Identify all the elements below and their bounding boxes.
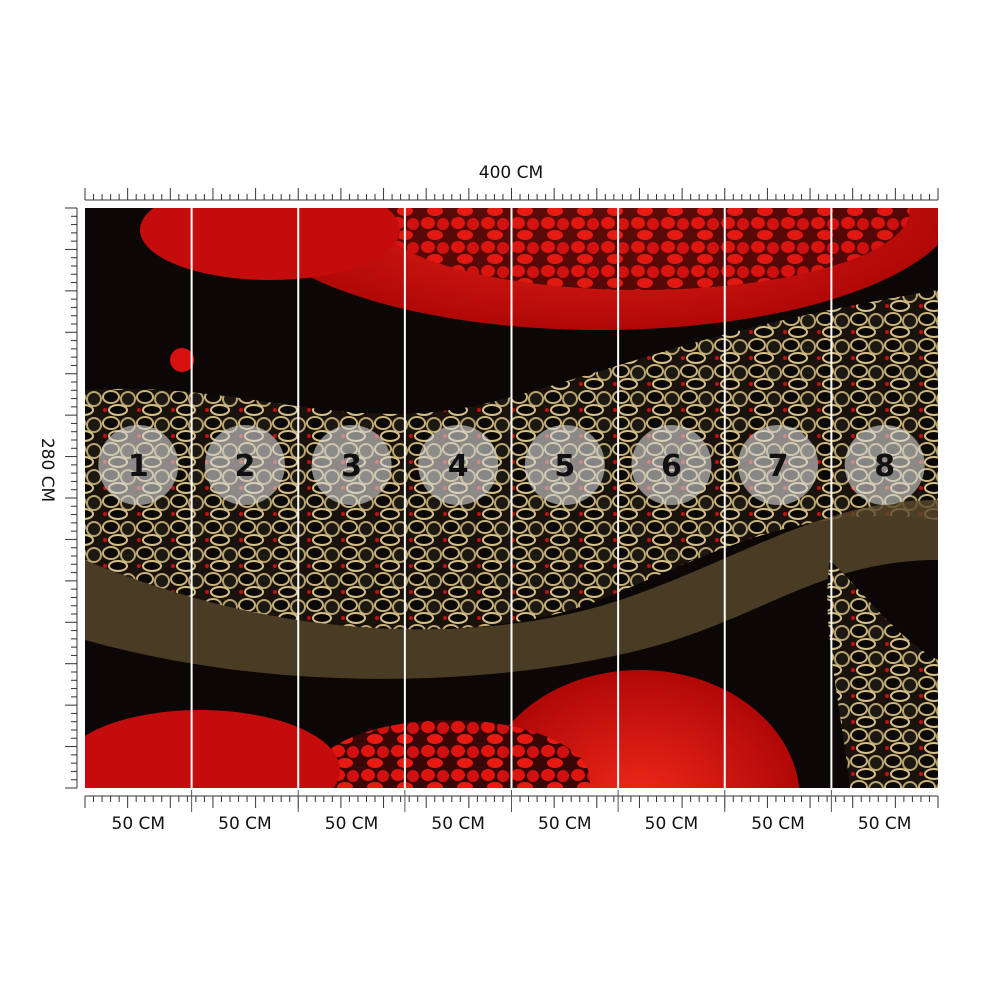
panel-badge xyxy=(418,425,499,505)
panel-number: 4 xyxy=(448,449,469,484)
panel-width: 50 CM xyxy=(325,814,379,834)
panel-number: 2 xyxy=(235,449,256,484)
panel-number: 6 xyxy=(661,449,682,484)
panel-width: 50 CM xyxy=(645,814,699,834)
panel-number: 7 xyxy=(768,449,789,484)
panel-width: 50 CM xyxy=(431,814,485,834)
panel-width: 50 CM xyxy=(218,814,272,834)
panel-badge xyxy=(204,425,285,505)
panel-badge xyxy=(738,425,819,505)
artwork xyxy=(85,208,938,788)
panel-number: 1 xyxy=(128,449,149,484)
rulers xyxy=(65,188,939,808)
panel-badge xyxy=(311,425,392,505)
panel-width: 50 CM xyxy=(751,814,805,834)
panel-number: 8 xyxy=(874,449,895,484)
panel-badge xyxy=(631,425,712,505)
panel-width: 50 CM xyxy=(538,814,592,834)
panel-width: 50 CM xyxy=(112,814,166,834)
total-height: 280 CM xyxy=(37,438,57,502)
panel-number: 5 xyxy=(554,449,575,484)
panel-number: 3 xyxy=(341,449,362,484)
panel-badge xyxy=(844,425,925,505)
panel-badge xyxy=(524,425,605,505)
panel-width: 50 CM xyxy=(858,814,912,834)
total-width: 400 CM xyxy=(479,163,543,183)
panel-badge xyxy=(98,425,179,505)
